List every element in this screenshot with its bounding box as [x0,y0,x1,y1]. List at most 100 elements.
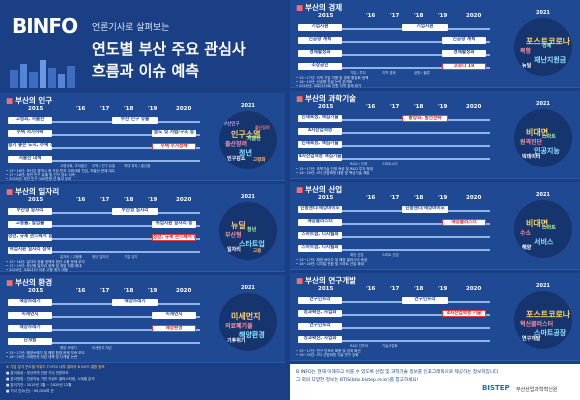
keyword-pill: 난개발 [8,338,52,345]
year-label: '16 [366,13,376,19]
panel-note: • 2020년: 코로나19로 인한 지역 경제 위기 [296,84,362,88]
keyword-pill: 부산형 일자리 [112,208,158,215]
panel-title-text: 부산의 경제 [305,3,343,12]
year-label: 2015 [318,286,334,292]
cloud-word: 스마트공장 [534,329,567,337]
timeline-bar [300,28,490,30]
year-label: 2015 [28,288,44,294]
year-label: '18 [414,286,424,292]
timeline-bar [10,342,200,344]
cloud-word: 스타트업 [239,240,265,248]
panel-title: ■ 부산의 인구 [6,95,52,106]
panel-note: • 15~17년: 지역 기업 지원 및 경제 활성화 정책 [296,76,369,80]
cloud-word: 의료폐기물 [225,323,253,330]
timeline-bar [10,225,200,227]
panel-title: ■ 부산의 일자리 [6,186,59,197]
binfo-link-text: 그 외의 다양한 정보는 BTIS(btis.bistep.re.kr)를 참고… [296,378,419,383]
cloud-word: 인구감소 [227,156,246,162]
logo: BINFO [12,14,78,38]
timeline-bar [300,210,490,212]
panel-note: • 18~19년: 신공항 건설 논의 본격화 [296,80,353,84]
panel-note: • 15~17년: 해양쓰레기 및 해양 환경 문제 지속 보도 [6,351,85,355]
title-marker-icon: ■ [6,278,14,287]
keyword-pill: 인재육성, 핵심기술 [298,141,342,148]
year-label: '19 [438,195,448,201]
cloud-word: 원격진단 [520,139,543,146]
year-label: '17 [100,197,110,203]
keyword-pill: 해양환경 [152,325,196,332]
panel-industry: ■ 부산의 산업 2015 '16 '17 '18 '19 2020 진흥센터/해양바이오 해양클… [290,182,580,270]
timeline-bar [300,145,490,147]
year-label: 2015 [28,197,44,203]
panel-note: • 17~18년: 청년 인구 유출 및 인구 감소 지속 [6,173,76,177]
cloud-word: 청년 [247,227,257,233]
year-label: '17 [100,106,110,112]
timeline-bar [300,314,490,316]
keyword-subtext: R&D / 인재 [350,162,368,166]
timeline-bar [300,223,490,225]
cloud-word: 뉴딜 [231,221,246,230]
word-cloud: 비대면 수소 서비스 해양 스마트 [514,200,572,258]
keyword-pill: 주택 저가하락 [8,130,52,137]
footer-note: ■ 분석방법 : 인공지능 기반 키워드 클러스터링, 시계열 분석 [6,377,95,381]
keyword-pill: 스마트팜, 디지털화 [298,232,342,239]
keyword-pill: 4차산업혁명 기술 [442,310,486,317]
cloud-word: 연구개발 [522,336,541,342]
word-cloud: 포스트코로나 혁신클러스터 스마트공장 연구개발 [514,291,572,349]
year-label: '19 [438,104,448,110]
keyword-pill: 연구인프라 [298,323,342,330]
cloud-word: 북항 [520,48,532,55]
panel-note: • 17~19년: 부산형 일자리 정책 및 취업 지원 확대 [6,264,82,268]
panel-title-text: 부산의 산업 [305,185,343,194]
keyword-pill: 주택 주거정책 [152,143,196,150]
keyword-pill: 미세먼지 [152,312,196,319]
header: BINFO 언론기사로 살펴보는 연도별 부산 주요 관심사 흐름과 이슈 예측 [0,0,285,92]
word-cloud: 비대면 원격진단 인공지능 빅데이터 스마트 [514,109,572,167]
cloud-word: 서비스 [534,238,554,246]
year-label: 2020 [176,106,192,112]
skyline-icon [10,60,75,88]
panel-note: • 18~20년: 디지털 전환 및 스마트 산업 확대 [296,262,364,266]
keyword-pill: 취업지원 일자리 정책 [8,247,52,254]
timeline-bar [10,316,200,318]
cloud-word: 인공지능 [534,147,560,155]
keyword-pill: 4차산업혁명 [298,128,342,135]
keyword-pill: 고용률, 실업률 [8,221,52,228]
panel-title: ■ 부산의 환경 [6,277,52,288]
keyword-pill: 성과확산, 사업화 [298,310,342,317]
cloud-year-label: 2021 [536,10,550,16]
keyword-subtext: 청년 일자리 [92,255,109,259]
year-label: '18 [414,104,424,110]
keyword-subtext: 지역 경제 [382,71,396,75]
keyword-pill: 취업지원 일자리 등 [152,221,196,228]
panel-title-text: 부산의 일자리 [15,187,60,196]
keyword-pill: 해양클러스터 [442,219,486,226]
year-label: 2020 [466,104,482,110]
timeline-bar [300,340,490,342]
cloud-word: 부산형 [225,232,242,239]
keyword-pill: 부산 인구 유출 [112,117,158,124]
cloud-word: 스마트 [542,134,556,140]
timeline-bar [10,134,200,136]
keyword-pill: 성과확산, 사업화 [298,336,342,343]
word-cloud: 인구소멸 출산장려 청년 인구감소 저출산 고령화 부산인구 출산장려 [219,111,277,169]
keyword-subtext: 역대 최저 / 출산율 [124,164,151,168]
keyword-pill: 미세먼지 [8,312,52,319]
cloud-year-label: 2021 [241,103,255,109]
keyword-subtext: 공항 / 물류 [414,71,430,75]
org-name: 부산산업과학혁신원 [516,387,558,393]
header-title-2: 흐름과 이슈 예측 [92,62,200,80]
footer-note: ■ 분석기간 : 2015년 1월 ~ 2020년 12월 [6,383,72,387]
year-label: 2015 [28,106,44,112]
keyword-subtext: 스마트 산업 [382,253,399,257]
year-label: 2020 [466,195,482,201]
cloud-word: 뉴딜 [522,63,532,69]
keyword-pill: 스마트팜, 디지털화 [298,245,342,252]
keyword-subtext: 고령사회, 초저출산 [60,164,88,168]
year-label: '16 [76,197,86,203]
timeline-bar [300,67,490,69]
timeline-bar [10,212,200,214]
keyword-pill: 진흥센터/해양바이오 [298,206,342,213]
footer-notes: ※ 기업 분석 연도별 키워드 TOP20 대부 결과의 B INFO 결합 정… [0,364,285,400]
year-label: 2020 [176,197,192,203]
